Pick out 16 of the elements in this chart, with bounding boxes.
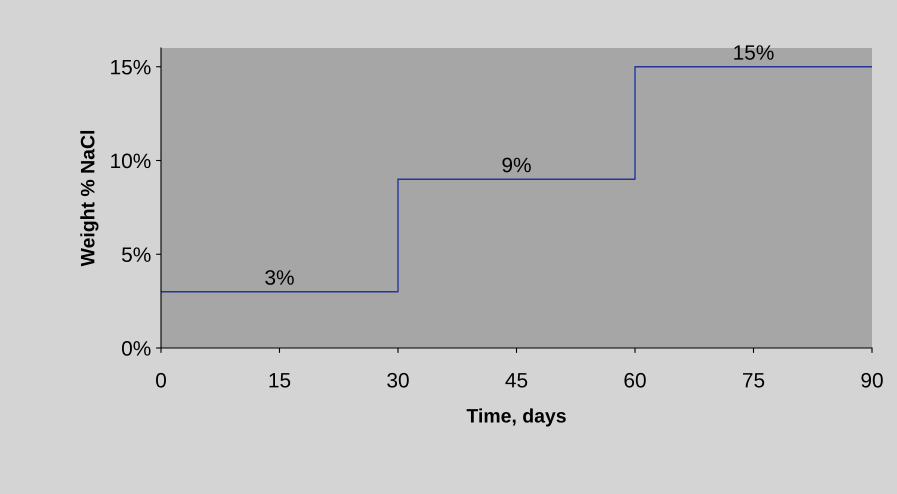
y-tick-label: 0% xyxy=(122,341,151,356)
x-tick-label: 15 xyxy=(270,373,290,388)
x-tick-label: 75 xyxy=(742,373,764,388)
y-axis-title: Weight % NaCl xyxy=(80,130,98,266)
x-tick-label: 45 xyxy=(505,373,528,388)
x-tick-label: 0 xyxy=(156,372,166,388)
x-tick-label: 60 xyxy=(624,372,646,388)
y-tick-label: 5% xyxy=(122,247,151,262)
annotation: 15% xyxy=(734,45,774,60)
annotation: 9% xyxy=(502,158,531,172)
y-tick-label: 10% xyxy=(111,154,151,168)
x-tick-label: 90 xyxy=(861,372,883,388)
x-axis-title: Time, days xyxy=(466,408,566,427)
annotation: 3% xyxy=(265,270,294,285)
y-tick-label: 15% xyxy=(111,60,151,75)
x-tick-label: 30 xyxy=(387,372,409,388)
